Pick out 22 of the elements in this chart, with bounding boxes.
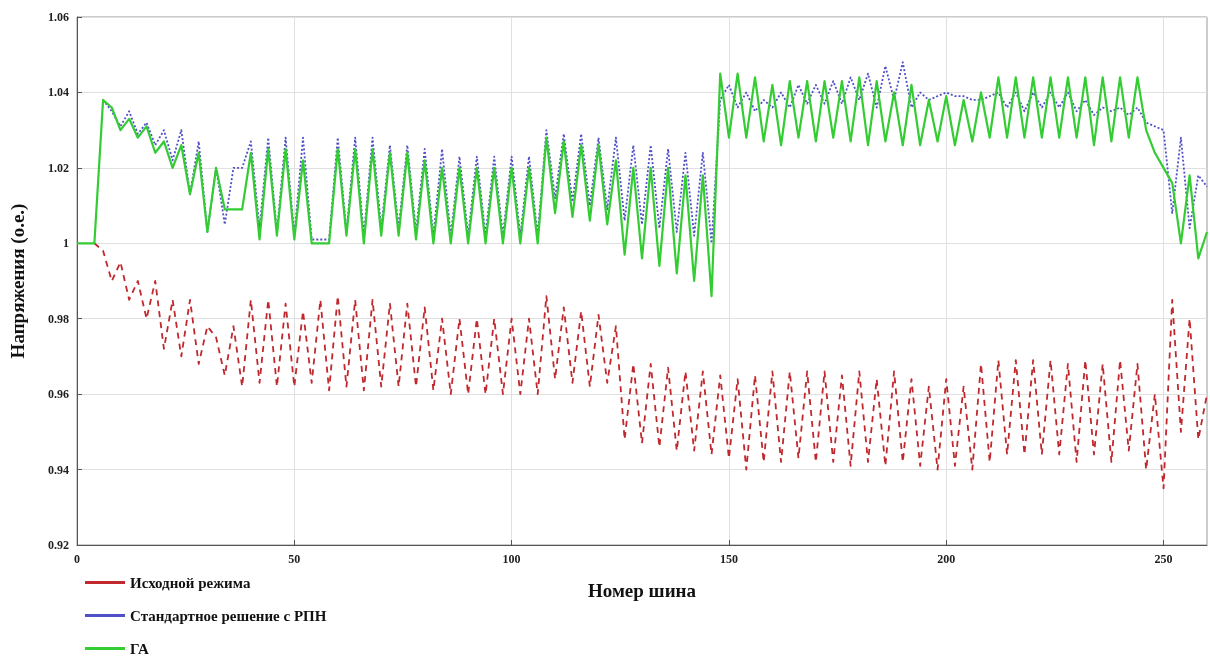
y-tick-label: 1.06: [48, 10, 69, 24]
y-tick-label: 1.04: [48, 85, 69, 100]
legend-label: Исходной режима: [130, 574, 251, 591]
line-series: [93, 242, 1208, 490]
x-axis-title: Номер шина: [587, 580, 697, 601]
y-tick-label: 0.94: [48, 462, 69, 477]
x-tick-label: 50: [288, 552, 301, 566]
x-tick-label: 250: [1154, 552, 1173, 566]
y-tick-label: 0.96: [48, 387, 69, 402]
x-tick-label: 0: [74, 552, 80, 566]
y-tick-label: 0.98: [48, 311, 69, 326]
line-series: [102, 61, 1208, 245]
y-tick-label: 1: [63, 236, 69, 251]
y-tick-label: 0.92: [48, 538, 69, 552]
legend-label: Стандартное решение с РПН: [130, 607, 327, 624]
x-tick-label: 100: [502, 552, 521, 566]
x-tick-label: 200: [937, 552, 956, 566]
x-tick-label: 150: [719, 552, 738, 566]
legend-label: ГА: [130, 640, 149, 657]
y-axis-title: Напряжения (о.е.): [7, 203, 29, 359]
y-tick-label: 1.02: [48, 160, 69, 175]
line-series: [75, 72, 1209, 298]
